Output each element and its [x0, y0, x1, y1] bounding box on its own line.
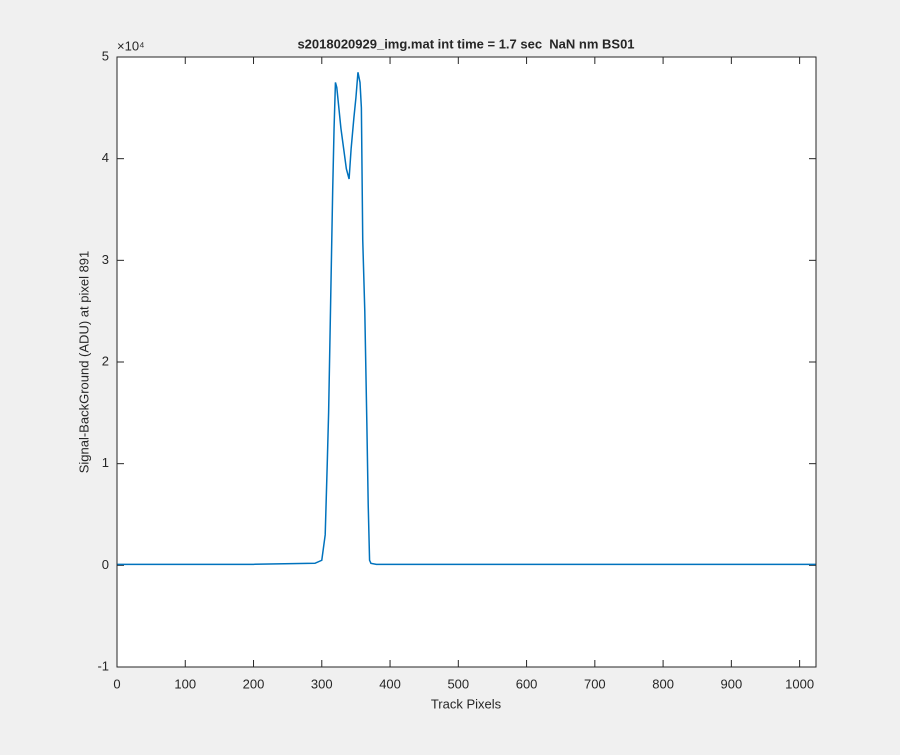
plot-area — [117, 57, 816, 667]
x-tick-label: 1000 — [785, 676, 814, 691]
x-tick-label: 0 — [113, 676, 120, 691]
x-tick-label: 200 — [243, 676, 265, 691]
x-tick-label: 600 — [516, 676, 538, 691]
axes-box — [116, 56, 817, 668]
y-tick-label: 2 — [102, 353, 109, 368]
y-multiplier: ×10⁴ — [117, 38, 145, 53]
data-line — [117, 72, 816, 566]
x-tick-label: 800 — [652, 676, 674, 691]
y-tick-label: 0 — [102, 557, 109, 572]
y-tick-label: 5 — [102, 48, 109, 63]
y-tick-label: 4 — [102, 150, 109, 165]
y-axis-label: Signal-BackGround (ADU) at pixel 891 — [76, 251, 91, 474]
y-tick-label: 3 — [102, 252, 109, 267]
y-tick-label: 1 — [102, 455, 109, 470]
x-tick-label: 400 — [379, 676, 401, 691]
x-tick-label: 900 — [721, 676, 743, 691]
x-tick-label: 700 — [584, 676, 606, 691]
x-tick-label: 500 — [447, 676, 469, 691]
x-tick-label: 300 — [311, 676, 333, 691]
x-tick-label: 100 — [174, 676, 196, 691]
x-axis-label: Track Pixels — [431, 696, 502, 711]
chart-title: s2018020929_img.mat int time = 1.7 sec N… — [297, 36, 634, 51]
y-tick-label: -1 — [97, 658, 109, 673]
